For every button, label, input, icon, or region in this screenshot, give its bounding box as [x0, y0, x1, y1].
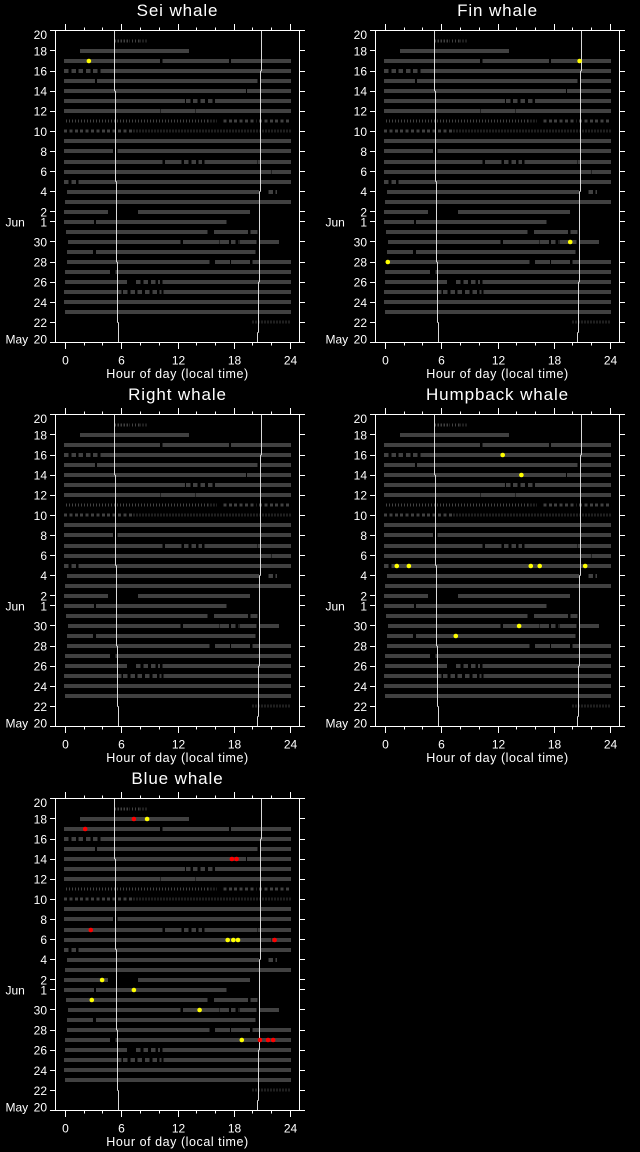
svg-text:Humpback whale: Humpback whale	[426, 385, 569, 404]
svg-text:Right whale: Right whale	[128, 385, 227, 404]
svg-text:Blue whale: Blue whale	[131, 769, 223, 788]
svg-text:Sei whale: Sei whale	[137, 1, 219, 20]
svg-text:Fin whale: Fin whale	[457, 1, 538, 20]
